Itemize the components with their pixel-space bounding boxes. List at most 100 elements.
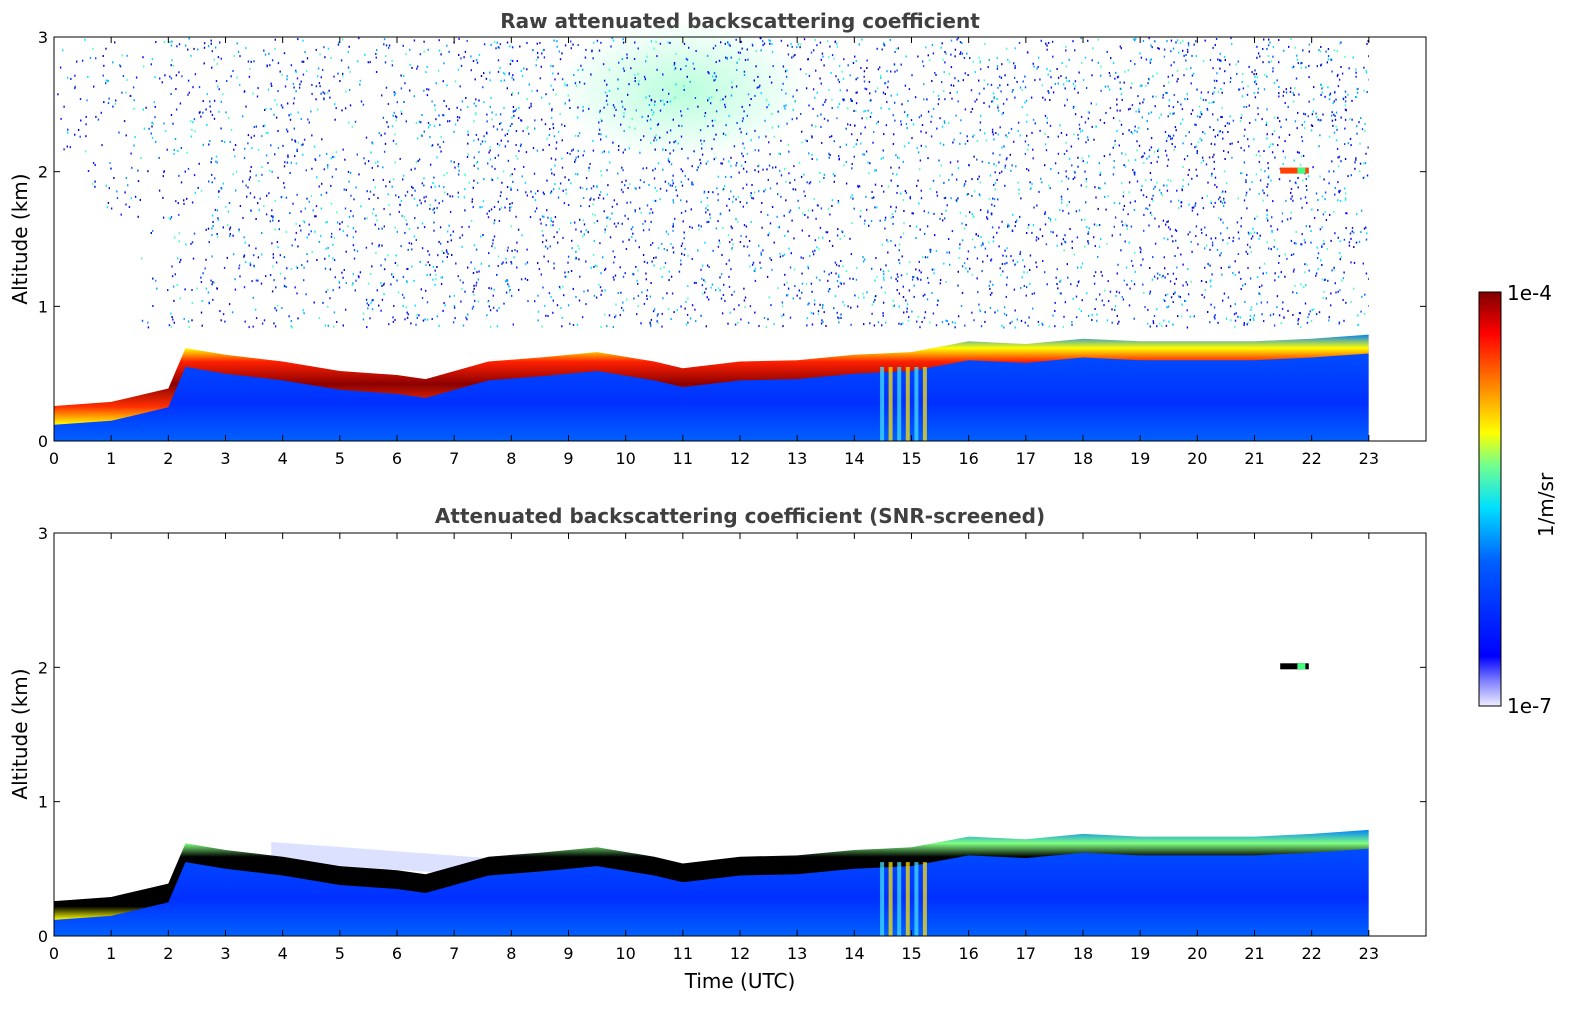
noise-pixel	[788, 172, 790, 175]
noise-pixel	[1002, 111, 1004, 114]
noise-pixel	[771, 268, 773, 271]
noise-pixel	[805, 87, 808, 90]
noise-pixel	[493, 219, 496, 222]
noise-pixel	[425, 264, 427, 266]
noise-pixel	[473, 244, 476, 247]
noise-pixel	[567, 204, 570, 206]
noise-pixel	[272, 219, 274, 222]
noise-pixel	[166, 148, 168, 151]
noise-pixel	[559, 58, 562, 61]
noise-pixel	[576, 323, 579, 326]
noise-pixel	[836, 234, 839, 237]
noise-pixel	[875, 169, 877, 172]
noise-pixel	[1062, 325, 1064, 328]
noise-pixel	[1194, 204, 1196, 207]
noise-pixel	[137, 169, 139, 172]
noise-pixel	[339, 80, 341, 82]
noise-pixel	[681, 170, 684, 173]
noise-pixel	[211, 233, 213, 236]
noise-pixel	[418, 158, 421, 161]
noise-pixel	[877, 120, 879, 123]
noise-pixel	[1281, 220, 1283, 223]
noise-pixel	[828, 156, 830, 159]
noise-pixel	[525, 151, 528, 154]
noise-pixel	[567, 271, 570, 273]
noise-pixel	[666, 131, 668, 134]
noise-pixel	[1124, 223, 1127, 226]
noise-pixel	[915, 268, 917, 271]
noise-pixel	[1182, 263, 1184, 266]
noise-pixel	[572, 148, 574, 151]
noise-pixel	[1045, 243, 1048, 246]
noise-pixel	[990, 212, 993, 215]
noise-pixel	[1199, 97, 1202, 100]
noise-pixel	[1059, 124, 1061, 127]
noise-pixel	[1120, 88, 1122, 90]
noise-pixel	[1347, 175, 1349, 178]
noise-pixel	[903, 222, 905, 225]
noise-pixel	[1259, 179, 1262, 182]
noise-pixel	[1222, 221, 1224, 224]
noise-pixel	[951, 97, 953, 100]
noise-pixel	[1029, 269, 1031, 271]
noise-pixel	[556, 231, 558, 234]
noise-pixel	[738, 58, 740, 61]
noise-pixel	[1320, 63, 1323, 66]
noise-pixel	[983, 102, 985, 104]
noise-pixel	[561, 139, 563, 142]
noise-pixel	[325, 153, 328, 155]
noise-pixel	[333, 75, 335, 78]
noise-pixel	[582, 197, 585, 199]
noise-pixel	[1234, 303, 1236, 306]
noise-pixel	[761, 40, 764, 43]
noise-pixel	[552, 299, 554, 302]
noise-pixel	[747, 58, 749, 61]
noise-pixel	[688, 46, 690, 49]
noise-pixel	[291, 244, 293, 247]
noise-pixel	[1309, 310, 1311, 313]
noise-pixel	[570, 222, 572, 225]
noise-pixel	[860, 132, 862, 135]
noise-pixel	[939, 174, 941, 177]
noise-pixel	[1255, 73, 1258, 75]
noise-pixel	[1302, 179, 1304, 182]
noise-pixel	[1166, 164, 1169, 167]
noise-pixel	[1231, 142, 1233, 145]
noise-pixel	[687, 254, 689, 257]
noise-pixel	[402, 178, 404, 181]
noise-pixel	[249, 192, 252, 195]
noise-pixel	[248, 244, 250, 247]
noise-pixel	[498, 144, 501, 147]
noise-pixel	[712, 75, 714, 78]
noise-pixel	[941, 321, 944, 324]
noise-pixel	[148, 127, 150, 130]
noise-pixel	[63, 105, 65, 108]
noise-pixel	[1077, 137, 1080, 140]
noise-pixel	[828, 273, 830, 276]
noise-pixel	[451, 195, 454, 198]
noise-pixel	[497, 70, 500, 73]
noise-pixel	[976, 257, 979, 260]
noise-pixel	[811, 136, 813, 139]
noise-pixel	[1128, 304, 1131, 307]
noise-pixel	[351, 284, 354, 287]
noise-pixel	[219, 41, 221, 44]
noise-pixel	[792, 188, 794, 191]
noise-pixel	[206, 124, 208, 126]
noise-pixel	[1041, 235, 1044, 238]
noise-pixel	[838, 317, 840, 320]
noise-pixel	[537, 190, 539, 192]
noise-pixel	[330, 57, 332, 60]
noise-pixel	[480, 235, 482, 238]
noise-pixel	[1293, 94, 1295, 96]
noise-pixel	[1243, 135, 1245, 137]
noise-pixel	[1271, 216, 1273, 219]
noise-pixel	[1318, 145, 1320, 148]
noise-pixel	[994, 182, 997, 185]
noise-pixel	[1291, 66, 1294, 69]
noise-pixel	[434, 269, 436, 272]
noise-pixel	[294, 286, 296, 289]
noise-pixel	[952, 84, 955, 87]
noise-pixel	[1356, 87, 1358, 90]
noise-pixel	[188, 326, 190, 329]
